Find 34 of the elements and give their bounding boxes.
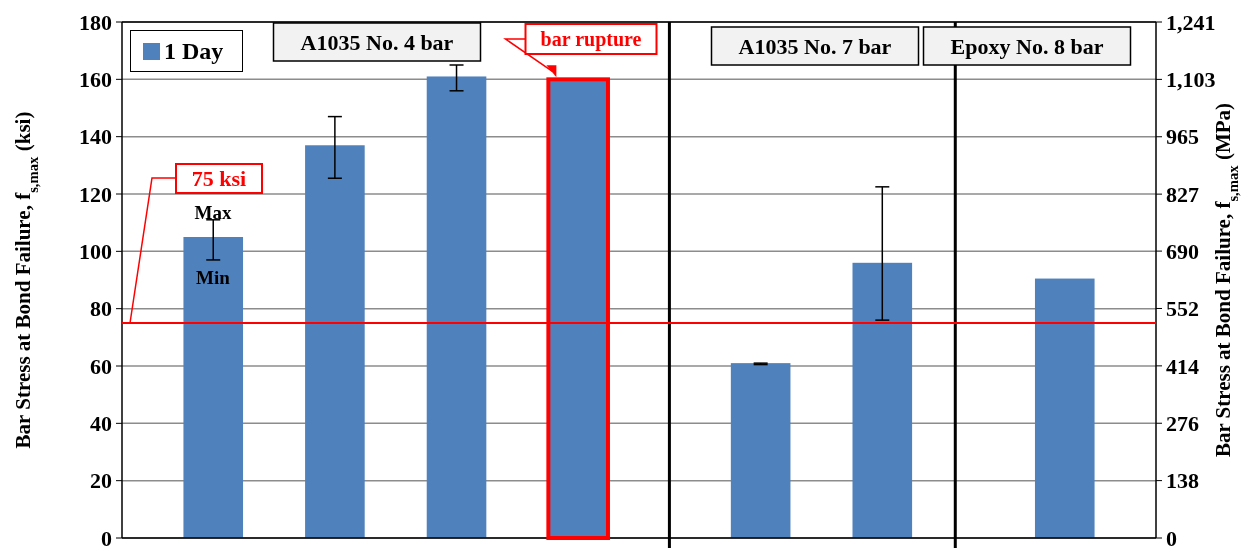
annotation: bar rupture [540, 28, 642, 51]
annotation: A1035 No. 7 bar [738, 33, 892, 59]
bar [305, 145, 365, 538]
y2-tick-label: 827 [1166, 181, 1199, 207]
bar [426, 76, 487, 538]
y-tick-label: 40 [90, 411, 112, 437]
annotation: A1035 No. 4 bar [300, 29, 454, 55]
y2-tick-label: 276 [1166, 410, 1199, 436]
annotation: Max [194, 201, 232, 223]
ref-line-label: 75 ksi [191, 165, 247, 191]
y2-tick-label: 1,241 [1166, 9, 1216, 35]
y-tick-label: 20 [90, 468, 112, 494]
bar [730, 363, 791, 538]
y-tick-label: 0 [101, 525, 112, 550]
y-tick-label: 140 [79, 124, 112, 150]
y2-tick-label: 1,103 [1166, 67, 1216, 93]
bar [852, 262, 913, 538]
annotation: Min [196, 266, 231, 288]
y-tick-label: 60 [90, 353, 112, 379]
annotation: Epoxy No. 8 bar [950, 33, 1104, 59]
bar [1034, 278, 1095, 538]
y-tick-label: 180 [79, 9, 112, 35]
y2-tick-label: 0 [1166, 525, 1177, 550]
y-tick-label: 120 [79, 181, 112, 207]
legend-label: 1 Day [164, 37, 224, 65]
y2-tick-label: 552 [1166, 296, 1199, 322]
y2-tick-label: 690 [1166, 238, 1199, 264]
bar [183, 237, 244, 538]
y-tick-label: 100 [79, 239, 112, 265]
y2-tick-label: 965 [1166, 124, 1199, 150]
y-tick-label: 80 [90, 296, 112, 322]
y2-tick-label: 138 [1166, 468, 1199, 494]
y-tick-label: 160 [79, 67, 112, 93]
y2-tick-label: 414 [1166, 353, 1199, 379]
